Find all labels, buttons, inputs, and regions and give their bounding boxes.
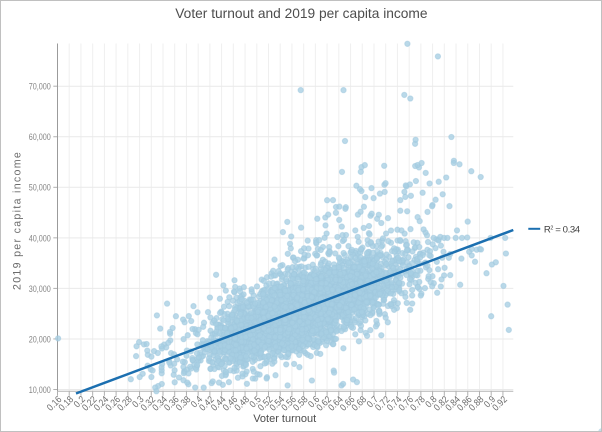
- svg-text:Voter turnout and 2019 per cap: Voter turnout and 2019 per capita income: [175, 6, 428, 21]
- svg-text:30,000: 30,000: [29, 284, 51, 295]
- svg-text:20,000: 20,000: [29, 334, 51, 345]
- svg-text:2019 per capita income: 2019 per capita income: [11, 152, 23, 290]
- svg-text:Voter turnout: Voter turnout: [253, 413, 316, 425]
- svg-text:10,000: 10,000: [29, 385, 51, 396]
- svg-text:70,000: 70,000: [29, 82, 51, 93]
- svg-text:50,000: 50,000: [29, 183, 51, 194]
- svg-text:0.92: 0.92: [490, 394, 509, 413]
- svg-text:R2 = 0.34: R2 = 0.34: [544, 224, 581, 235]
- svg-text:60,000: 60,000: [29, 132, 51, 143]
- svg-text:40,000: 40,000: [29, 233, 51, 244]
